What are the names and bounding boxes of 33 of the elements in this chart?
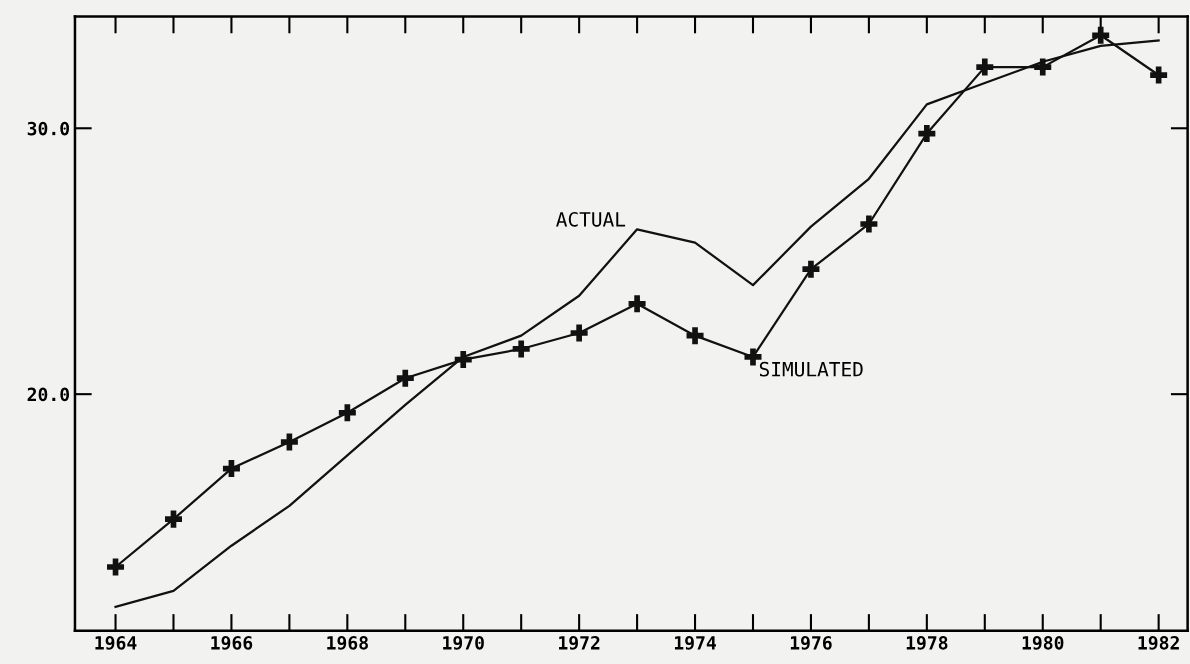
x-tick-label: 1972 — [559, 635, 600, 650]
point — [222, 460, 240, 478]
x-tick-label: 1970 — [443, 635, 484, 650]
point — [1092, 26, 1110, 44]
y-tick-label: 20.0 — [27, 387, 70, 402]
x-tick-label: 1982 — [1138, 635, 1179, 650]
annotation: ACTUAL — [556, 211, 626, 227]
x-tick-label: 1978 — [906, 635, 948, 650]
x-tick-label: 1964 — [95, 636, 137, 650]
y-tick-label: 30.0 — [27, 121, 70, 136]
x-tick-label: 1966 — [211, 636, 253, 650]
x-tick-label: 1980 — [1022, 635, 1064, 650]
point — [164, 510, 182, 528]
point — [338, 404, 356, 422]
point — [1034, 58, 1052, 76]
point — [570, 324, 588, 342]
point — [512, 340, 530, 358]
x-tick-label: 1974 — [674, 636, 716, 650]
point — [860, 215, 878, 233]
point — [454, 351, 472, 369]
x-tick-label: 1968 — [327, 635, 368, 650]
point — [802, 260, 820, 278]
x-tick-label: 1976 — [790, 636, 832, 650]
point — [628, 295, 646, 313]
point — [1150, 66, 1168, 84]
point — [396, 369, 414, 387]
point — [280, 433, 298, 451]
point — [918, 125, 936, 143]
point — [686, 327, 704, 345]
annotation: SIMULATED — [759, 361, 863, 377]
point — [107, 558, 125, 576]
point — [744, 348, 762, 366]
point — [976, 58, 994, 76]
